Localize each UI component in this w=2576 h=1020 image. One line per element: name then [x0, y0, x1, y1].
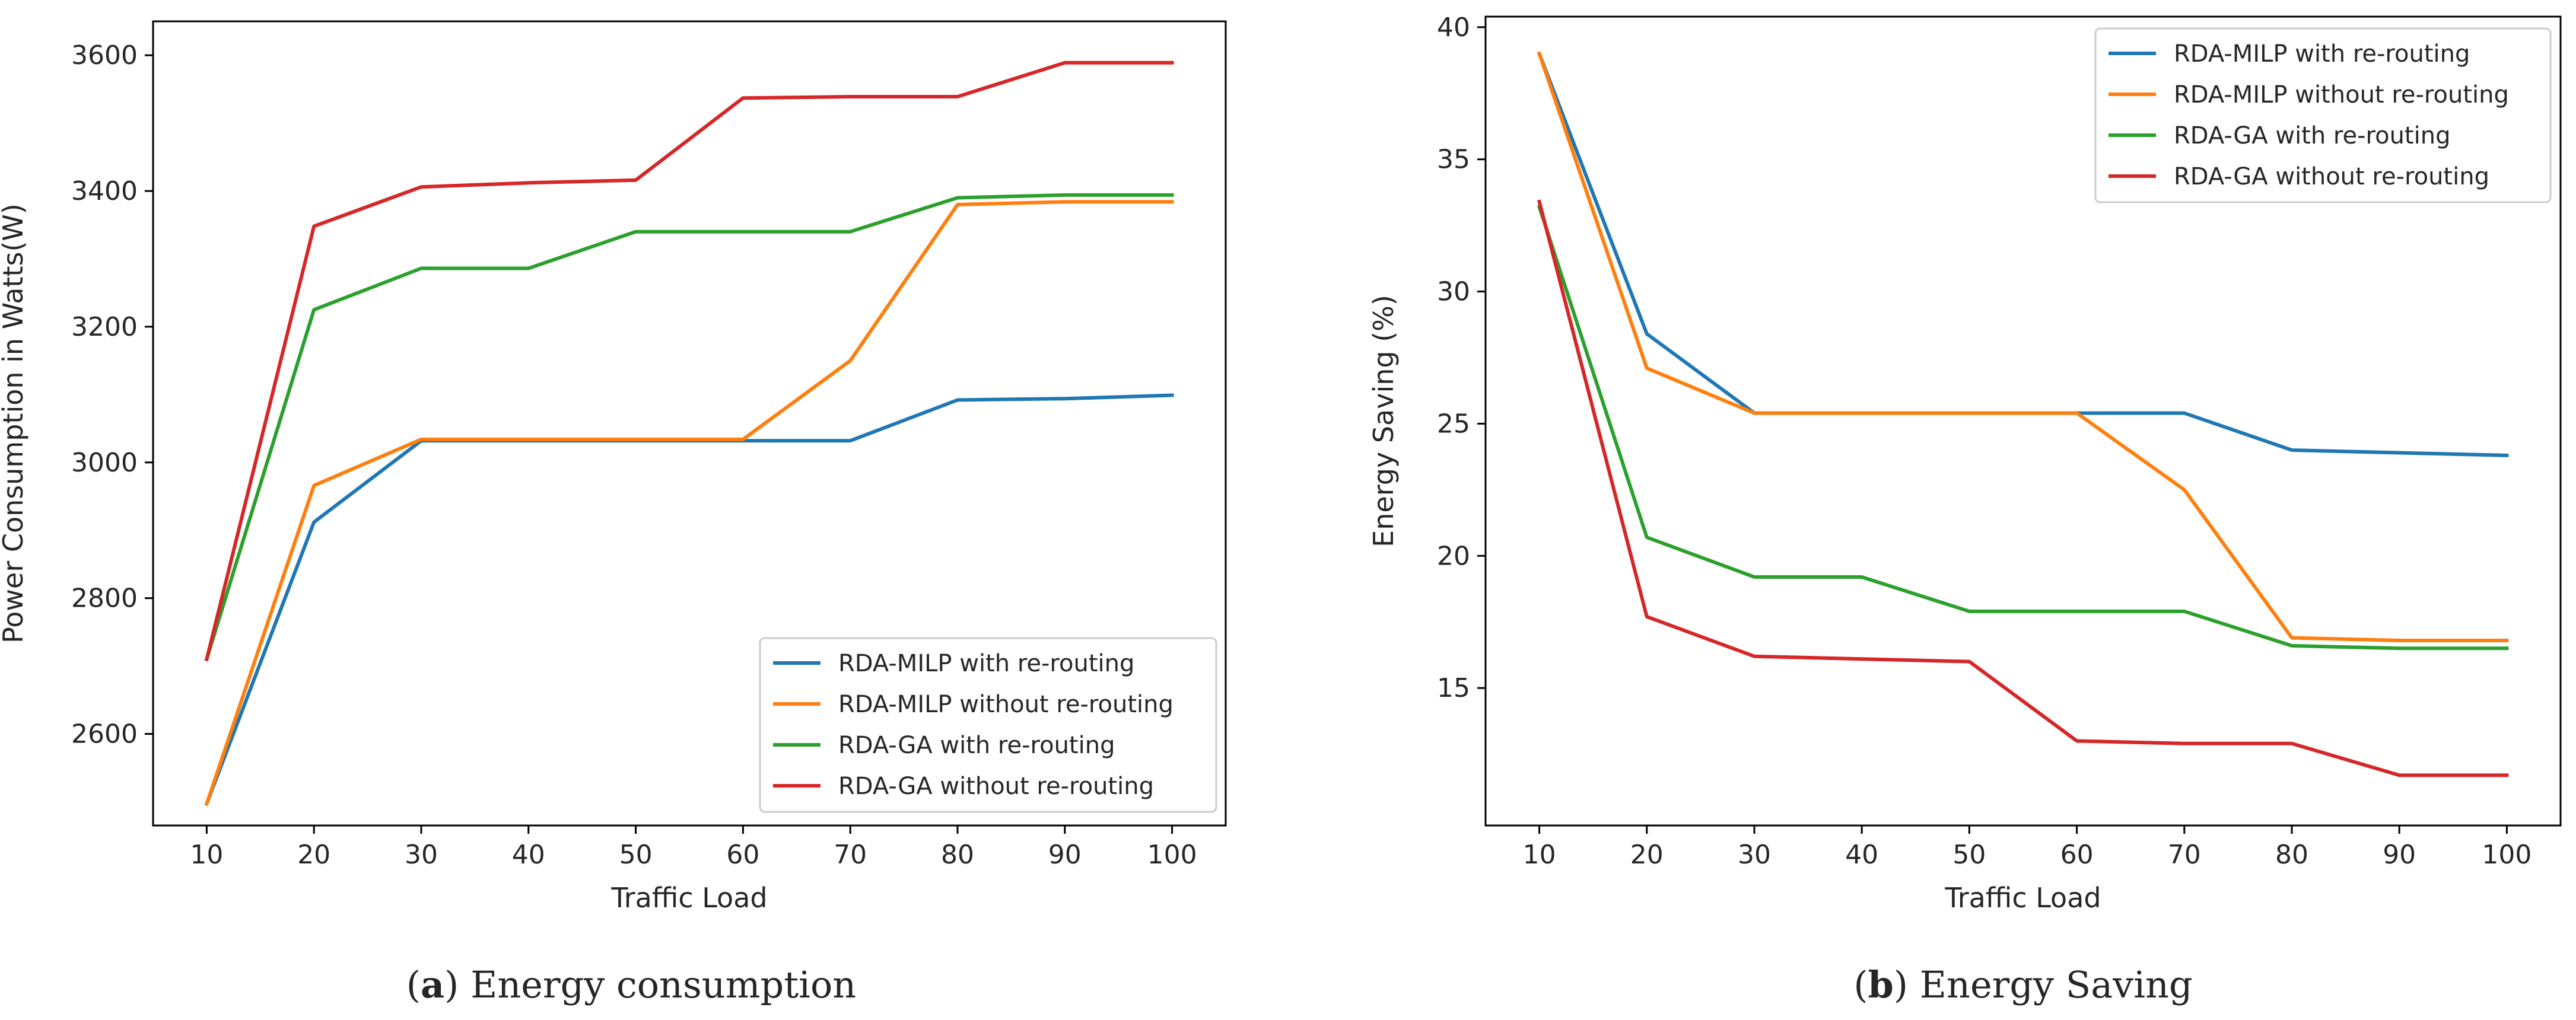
x-tick-label: 90	[1048, 840, 1082, 870]
x-tick-label: 90	[2383, 840, 2416, 870]
legend-label-4: RDA-GA without re-routing	[838, 773, 1154, 800]
series-line-3	[1537, 205, 2509, 651]
caption-paren: (	[406, 963, 421, 1006]
chart-2: 10 20 30 40 50 60 70 80 90 100 15 20 25 30 35 40 Traffic…	[1367, 12, 2562, 1006]
x-tick-label: 30	[1738, 840, 1771, 870]
series-line-3	[204, 193, 1174, 662]
x-tick-label: 10	[1523, 840, 1556, 870]
y-tick-label: 25	[1437, 409, 1470, 439]
legend-label-2: RDA-MILP without re-routing	[838, 691, 1173, 718]
y-tick-label: 30	[1437, 277, 1470, 307]
legend-label-2: RDA-MILP without re-routing	[2174, 81, 2509, 109]
caption-paren: (	[1853, 963, 1868, 1006]
series-line-2	[204, 200, 1174, 807]
y-tick-label: 3600	[71, 40, 138, 71]
caption-paren: )	[444, 963, 470, 1006]
caption-letter: a	[421, 963, 444, 1006]
figure-caption: (a) Energy consumption	[406, 963, 856, 1006]
chart-1: 10 20 30 40 50 60 70 80 90 100 2600 2800 3000 3200 340…	[0, 20, 1227, 1006]
y-tick-label: 3000	[71, 448, 138, 478]
figure-caption: (b) Energy Saving	[1853, 963, 2192, 1006]
y-tick-label: 40	[1437, 12, 1470, 43]
x-axis-label: Traffic Load	[610, 882, 767, 914]
caption-letter: b	[1868, 963, 1894, 1006]
legend: RDA-MILP with re-routing RDA-MILP without…	[2094, 27, 2552, 203]
y-tick-label: 3200	[71, 312, 138, 342]
y-tick-label: 15	[1437, 673, 1470, 703]
legend-label-4: RDA-GA without re-routing	[2174, 163, 2489, 190]
y-axis-label: Energy Saving (%)	[1367, 295, 1400, 547]
series-line-4	[204, 60, 1174, 662]
legend-frame	[759, 637, 1217, 813]
y-tick-label: 20	[1437, 541, 1470, 571]
x-tick-label: 80	[2275, 840, 2308, 870]
legend-frame	[2094, 27, 2552, 203]
legend-label-3: RDA-GA with re-routing	[2174, 122, 2450, 149]
x-tick-label: 40	[512, 840, 545, 870]
y-tick-label: 2600	[71, 719, 138, 750]
x-tick-label: 30	[405, 840, 438, 870]
x-tick-label: 40	[1845, 840, 1878, 870]
x-tick-label: 20	[297, 840, 330, 870]
x-tick-label: 10	[190, 840, 223, 870]
y-tick-label: 2800	[71, 584, 138, 614]
x-tick-label: 80	[941, 840, 974, 870]
series-line-4	[1537, 199, 2509, 777]
caption-paren: )	[1894, 963, 1920, 1006]
legend-label-3: RDA-GA with re-routing	[838, 732, 1115, 759]
x-tick-label: 60	[2060, 840, 2094, 870]
caption-text: Energy Saving	[1920, 963, 2193, 1006]
x-tick-label: 100	[2482, 840, 2532, 870]
legend-label-1: RDA-MILP with re-routing	[2174, 40, 2470, 68]
caption-text: Energy consumption	[470, 963, 856, 1006]
y-tick-label: 35	[1437, 145, 1470, 175]
x-tick-label: 70	[2168, 840, 2201, 870]
series-line-2	[1537, 51, 2509, 642]
legend-label-1: RDA-MILP with re-routing	[838, 650, 1134, 677]
x-tick-label: 50	[619, 840, 653, 870]
plot-frame	[1484, 15, 2562, 827]
x-tick-label: 100	[1147, 840, 1197, 870]
x-tick-label: 60	[726, 840, 759, 870]
x-tick-label: 50	[1952, 840, 1986, 870]
y-axis-label: Power Consumption in Watts(W)	[0, 203, 29, 643]
x-tick-label: 20	[1630, 840, 1664, 870]
legend: RDA-MILP with re-routing RDA-MILP without…	[759, 637, 1217, 813]
plot-frame	[152, 20, 1227, 827]
x-axis-label: Traffic Load	[1944, 882, 2101, 914]
x-tick-label: 70	[834, 840, 867, 870]
y-tick-label: 3400	[71, 176, 138, 206]
